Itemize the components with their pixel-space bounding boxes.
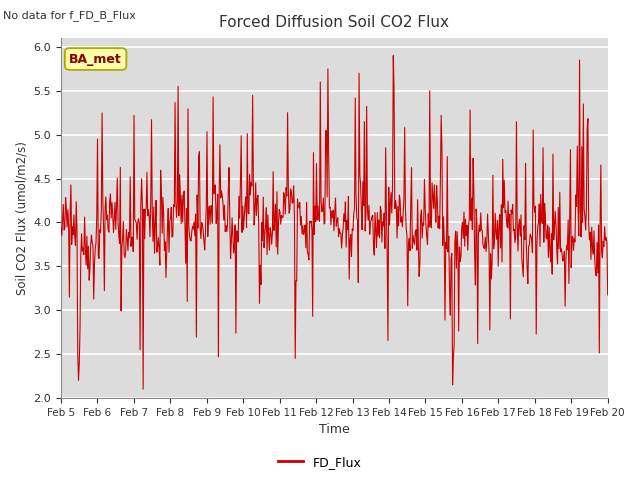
Text: BA_met: BA_met [69, 52, 122, 65]
Y-axis label: Soil CO2 Flux (umol/m2/s): Soil CO2 Flux (umol/m2/s) [15, 141, 28, 295]
X-axis label: Time: Time [319, 423, 349, 436]
Text: No data for f_FD_B_Flux: No data for f_FD_B_Flux [3, 11, 136, 22]
Title: Forced Diffusion Soil CO2 Flux: Forced Diffusion Soil CO2 Flux [220, 15, 449, 30]
Legend: FD_Flux: FD_Flux [273, 451, 367, 474]
